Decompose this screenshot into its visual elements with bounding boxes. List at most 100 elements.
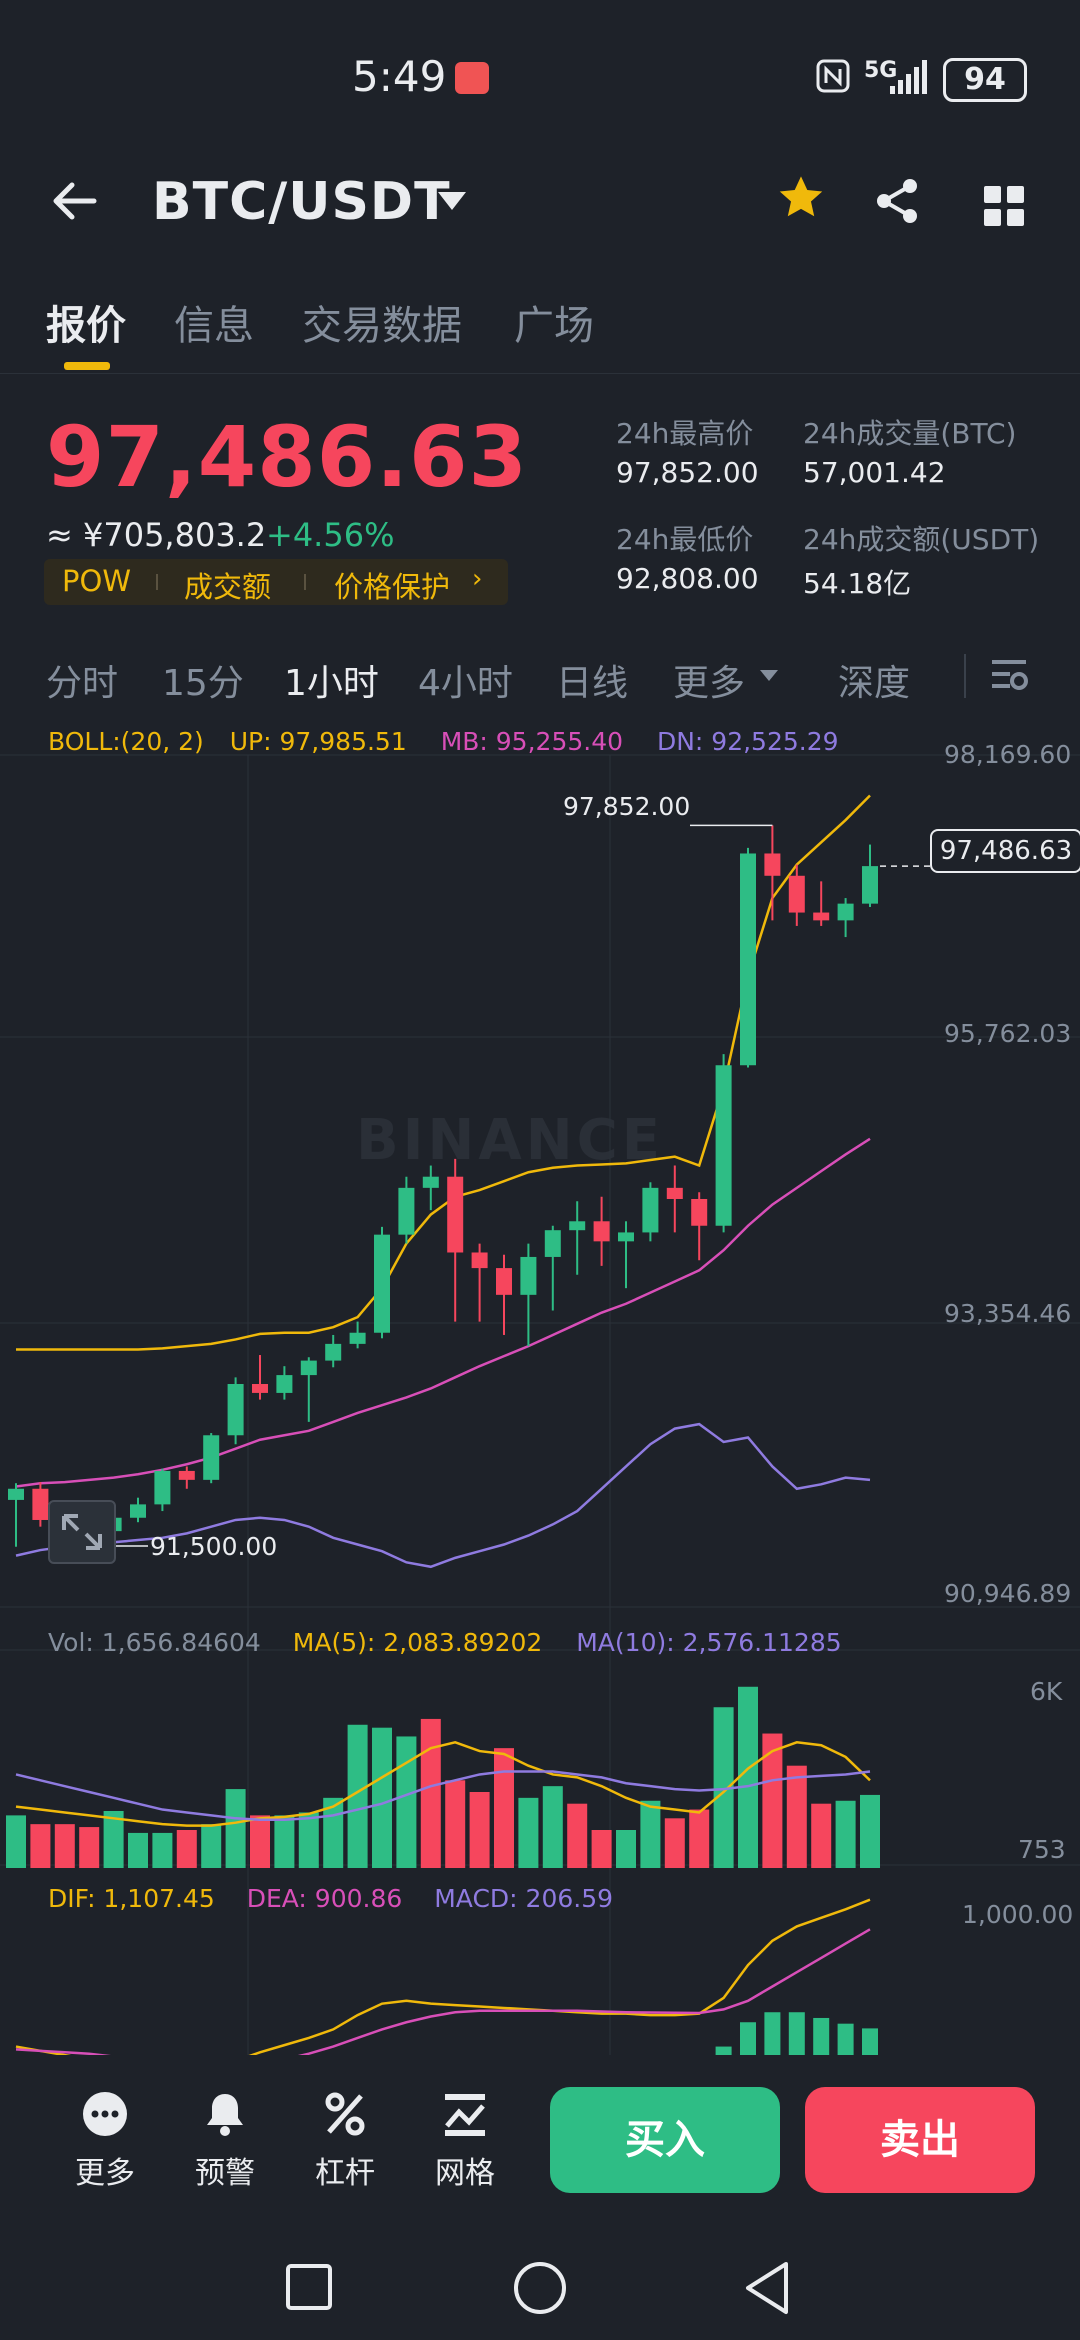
volume-bar — [738, 1686, 758, 1868]
volume-bar — [347, 1724, 368, 1868]
volume-bar — [567, 1803, 588, 1868]
divider — [964, 654, 966, 698]
candle-body — [666, 1187, 683, 1199]
timeframe-bar: 分时 15分 1小时 4小时 日线 更多 深度 — [0, 650, 1080, 706]
volume-bar — [152, 1832, 173, 1868]
tf-4h[interactable]: 4小时 — [418, 663, 513, 704]
volume-bar — [860, 1794, 880, 1868]
alert-button[interactable]: 预警 — [170, 2090, 280, 2192]
volume-bar — [835, 1800, 856, 1868]
more-dots-icon — [83, 2092, 127, 2136]
candle-body — [349, 1332, 366, 1344]
candle-body — [691, 1198, 708, 1226]
volume-bar — [79, 1827, 100, 1868]
tf-line[interactable]: 分时 — [46, 663, 119, 704]
more-button[interactable]: 更多 — [50, 2090, 160, 2192]
grid-trading-button[interactable]: 网格 — [410, 2090, 520, 2192]
grid-menu-icon[interactable] — [984, 186, 1024, 226]
macd-histogram-bar — [788, 2012, 805, 2055]
buy-button[interactable]: 买入 — [550, 2087, 780, 2193]
candle-body — [520, 1256, 537, 1295]
share-icon[interactable] — [872, 176, 922, 230]
candle-body — [447, 1176, 464, 1253]
chevron-down-icon[interactable] — [760, 670, 778, 681]
volume-bar — [811, 1803, 832, 1868]
candle-body — [496, 1268, 512, 1295]
macd-dea: DEA: 900.86 — [246, 1884, 403, 1913]
macd-value: MACD: 206.59 — [434, 1884, 614, 1913]
candle-body — [154, 1470, 171, 1505]
volume-bar — [420, 1718, 441, 1868]
volume-bar — [274, 1815, 295, 1868]
battery-indicator: 94 — [943, 58, 1027, 102]
high-label: 24h最高价 — [616, 417, 754, 450]
candle-body — [203, 1435, 220, 1480]
candle-body — [252, 1384, 268, 1393]
leverage-button[interactable]: 杠杆 — [290, 2090, 400, 2192]
macd-axis-top: 1,000.00 — [962, 1900, 1074, 1929]
vol-value: Vol: 1,656.84604 — [48, 1628, 261, 1657]
tab-info[interactable]: 信息 — [174, 303, 254, 349]
candle-body — [837, 903, 854, 921]
candle-body — [300, 1360, 317, 1376]
tag-pow[interactable]: POW — [62, 564, 131, 598]
tag-turnover[interactable]: 成交额 — [184, 570, 272, 604]
home-circle-icon[interactable] — [512, 2260, 568, 2316]
fullscreen-expand-icon[interactable] — [48, 1500, 116, 1564]
tab-trading-data[interactable]: 交易数据 — [302, 303, 462, 349]
grid-label: 网格 — [435, 2156, 495, 2191]
system-nav-bar — [0, 2230, 1080, 2340]
volume-bar — [298, 1812, 319, 1868]
vol-ma10-line — [15, 1770, 871, 1822]
candle-body — [764, 853, 781, 876]
candle-body — [32, 1488, 49, 1520]
chevron-right-icon[interactable]: › — [472, 564, 483, 594]
back-triangle-icon[interactable] — [742, 2260, 792, 2316]
percent-icon — [325, 2092, 365, 2136]
low-label: 24h最低价 — [616, 523, 754, 556]
leverage-label: 杠杆 — [315, 2156, 375, 2191]
tab-square[interactable]: 广场 — [514, 303, 594, 349]
volume-bar — [445, 1780, 466, 1868]
tf-15m[interactable]: 15分 — [162, 663, 244, 704]
signal-icon — [876, 58, 932, 102]
volume-bar — [250, 1815, 270, 1868]
grid-trading-icon — [445, 2094, 485, 2136]
boll-mb: MB: 95,255.40 — [440, 727, 624, 756]
chevron-down-icon[interactable] — [438, 192, 466, 210]
candle-body — [788, 875, 805, 913]
volume-bar — [542, 1786, 563, 1868]
candle-body — [715, 1065, 732, 1226]
macd-histogram-bar — [837, 2023, 854, 2055]
favorite-star-icon[interactable] — [775, 172, 827, 237]
price-axis-label: 95,762.03 — [944, 1019, 1072, 1048]
price-axis-label: 93,354.46 — [944, 1299, 1072, 1328]
tag-price-protection[interactable]: 价格保护 — [334, 570, 451, 604]
tf-more[interactable]: 更多 — [673, 663, 746, 704]
candle-body — [178, 1470, 195, 1480]
macd-histogram-bar — [764, 2012, 781, 2055]
candle-body — [8, 1488, 24, 1500]
macd-histogram-bar — [813, 2017, 830, 2055]
candle-body — [422, 1176, 439, 1188]
current-price-tag[interactable]: 97,486.63 — [930, 829, 1080, 873]
tab-quote[interactable]: 报价 — [46, 303, 126, 349]
macd-dif: DIF: 1,107.45 — [48, 1884, 215, 1913]
nfc-icon — [815, 58, 851, 98]
tf-1h[interactable]: 1小时 — [284, 663, 379, 704]
tag-row[interactable]: POW 成交额 价格保护 › — [44, 559, 508, 605]
recent-apps-icon[interactable] — [284, 2262, 334, 2312]
tf-depth[interactable]: 深度 — [838, 663, 911, 704]
chart-settings-icon[interactable] — [990, 656, 1030, 700]
kline-chart[interactable] — [0, 715, 1080, 2055]
tf-1d[interactable]: 日线 — [556, 663, 629, 704]
section-tabs: 报价 信息 交易数据 广场 — [0, 285, 1080, 374]
sell-button[interactable]: 卖出 — [805, 2087, 1035, 2193]
vol-axis-top: 6K — [1030, 1677, 1063, 1706]
candle-body — [130, 1504, 146, 1518]
candle-body — [813, 912, 830, 921]
back-arrow-icon[interactable] — [48, 175, 100, 239]
pair-title[interactable]: BTC/USDT — [152, 172, 451, 232]
volume-bar — [201, 1824, 222, 1868]
boll-legend: BOLL:(20, 2) UP: 97,985.51 MB: 95,255.40… — [48, 727, 839, 756]
